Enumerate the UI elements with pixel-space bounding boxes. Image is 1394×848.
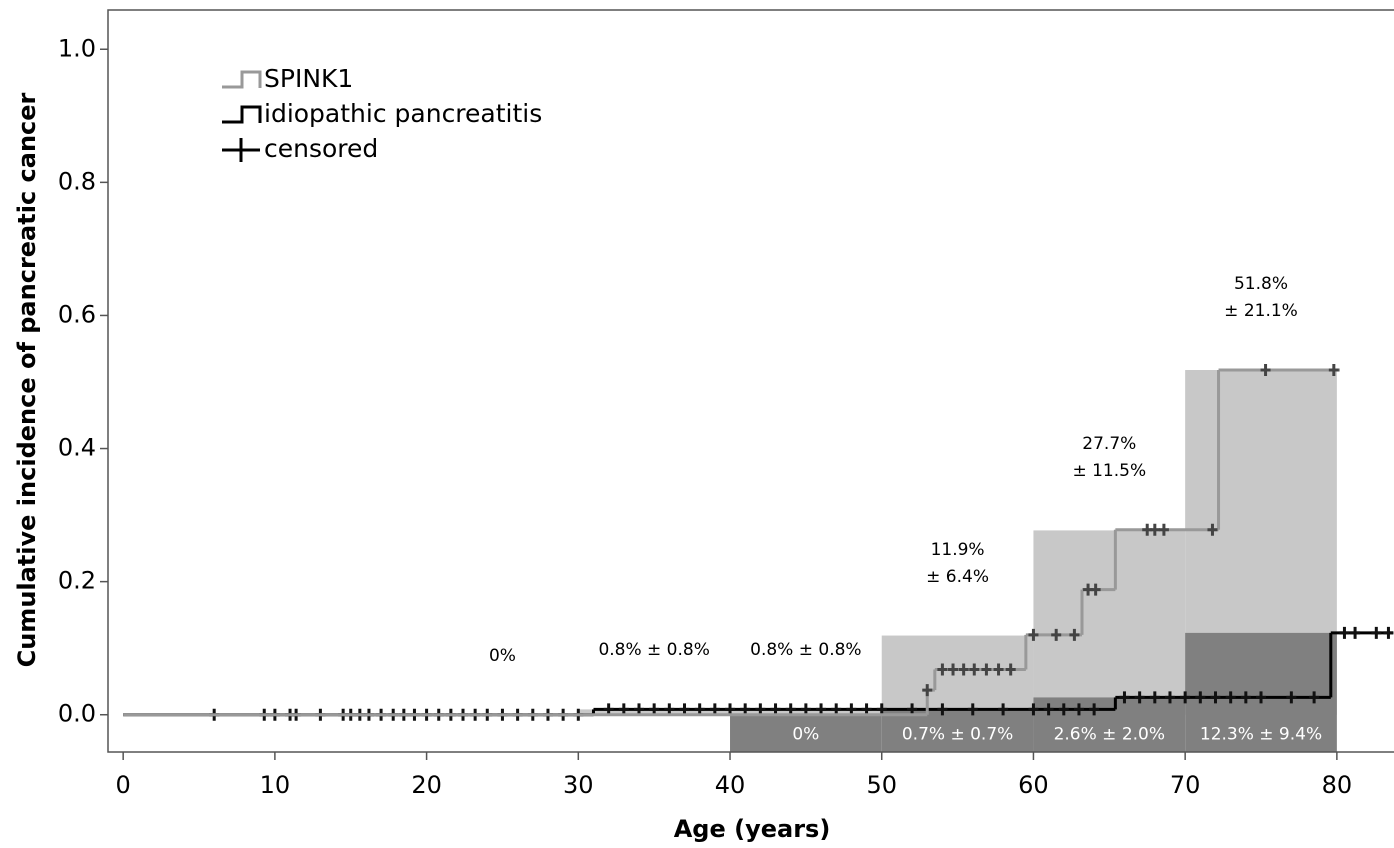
x-tick-label: 80 [1322, 771, 1353, 799]
y-tick-label: 0.4 [58, 434, 96, 462]
censor-mark [1149, 691, 1160, 704]
interval-label: 0% [488, 645, 516, 666]
legend-swatch [222, 138, 260, 162]
censor-mark [1207, 523, 1218, 536]
interval-box [730, 714, 882, 752]
y-tick-label: 1.0 [58, 34, 96, 62]
censor-mark [1069, 628, 1080, 641]
censor-mark [981, 663, 992, 676]
legend-label: idiopathic pancreatitis [264, 99, 542, 128]
plot-frame [107, 9, 1394, 753]
censor-mark [1051, 628, 1062, 641]
interval-label: 0% [792, 724, 820, 745]
censor-mark [922, 684, 933, 697]
y-axis-title: Cumulative incidence of pancreatic cance… [13, 92, 41, 667]
censor-mark [1158, 523, 1169, 536]
censor-mark [1260, 364, 1271, 377]
censor-mark [1119, 691, 1130, 704]
legend-label: censored [264, 134, 378, 163]
interval-box [1033, 530, 1186, 715]
interval-label: 0.8% ± 0.8% [598, 640, 710, 661]
interval-box [1033, 697, 1186, 752]
y-tick-label: 0.6 [58, 300, 96, 328]
interval-box [881, 710, 1034, 752]
censor-mark [1225, 691, 1236, 704]
censor-mark [993, 663, 1004, 676]
x-axis-title: Age (years) [674, 815, 831, 843]
censor-mark [1028, 628, 1039, 641]
censor-mark [958, 663, 969, 676]
legend-label: SPINK1 [264, 64, 353, 93]
censor-mark [1339, 626, 1350, 639]
censor-mark [967, 703, 978, 716]
censor-mark [1073, 703, 1084, 716]
censor-mark [998, 703, 1009, 716]
interval-label: 2.6% ± 2.0% [1053, 724, 1166, 745]
legend-swatch [222, 105, 262, 124]
x-tick-label: 30 [563, 771, 594, 799]
interval-boxes [578, 370, 1337, 752]
interval-label: 0.8% ± 0.8% [750, 640, 862, 661]
censor-mark [1028, 703, 1039, 716]
censor-mark [1350, 626, 1361, 639]
x-tick-label: 10 [260, 771, 291, 799]
censor-mark [948, 663, 959, 676]
censor-mark [1043, 703, 1054, 716]
interval-label: 11.9% ± 6.4% [926, 539, 989, 587]
censor-mark [1256, 691, 1267, 704]
interval-label: 12.3% ± 9.4% [1199, 724, 1323, 745]
censor-mark [1309, 691, 1320, 704]
y-tick-label: 0.0 [58, 700, 96, 728]
censor-mark [1210, 691, 1221, 704]
censor-mark [1328, 364, 1339, 377]
x-tick-label: 70 [1170, 771, 1201, 799]
censor-mark [1371, 626, 1382, 639]
censor-mark [969, 663, 980, 676]
censor-mark [1089, 703, 1100, 716]
censor-mark [1149, 523, 1160, 536]
censor-mark [1286, 691, 1297, 704]
x-tick-label: 60 [1018, 771, 1049, 799]
interval-box [881, 635, 1034, 715]
censor-mark [1180, 691, 1191, 704]
censor-mark [1195, 691, 1206, 704]
interval-label: 27.7% ± 11.5% [1072, 434, 1147, 482]
censor-mark [1134, 691, 1145, 704]
x-tick-label: 50 [866, 771, 897, 799]
censor-mark [1005, 663, 1016, 676]
interval-label: 0.7% ± 0.7% [901, 724, 1014, 745]
x-tick-label: 40 [715, 771, 746, 799]
y-tick-label: 0.8 [58, 167, 96, 195]
censor-mark [1058, 703, 1069, 716]
legend-swatch [222, 70, 262, 89]
censor-mark [1164, 691, 1175, 704]
x-tick-label: 20 [411, 771, 442, 799]
y-tick-label: 0.2 [58, 567, 96, 595]
x-tick-label: 0 [116, 771, 131, 799]
censor-mark [1240, 691, 1251, 704]
censor-mark [937, 663, 948, 676]
censor-mark [937, 703, 948, 716]
censor-mark [1090, 583, 1101, 596]
interval-label: 51.8% ± 21.1% [1224, 274, 1298, 322]
censor-mark [1383, 626, 1394, 639]
